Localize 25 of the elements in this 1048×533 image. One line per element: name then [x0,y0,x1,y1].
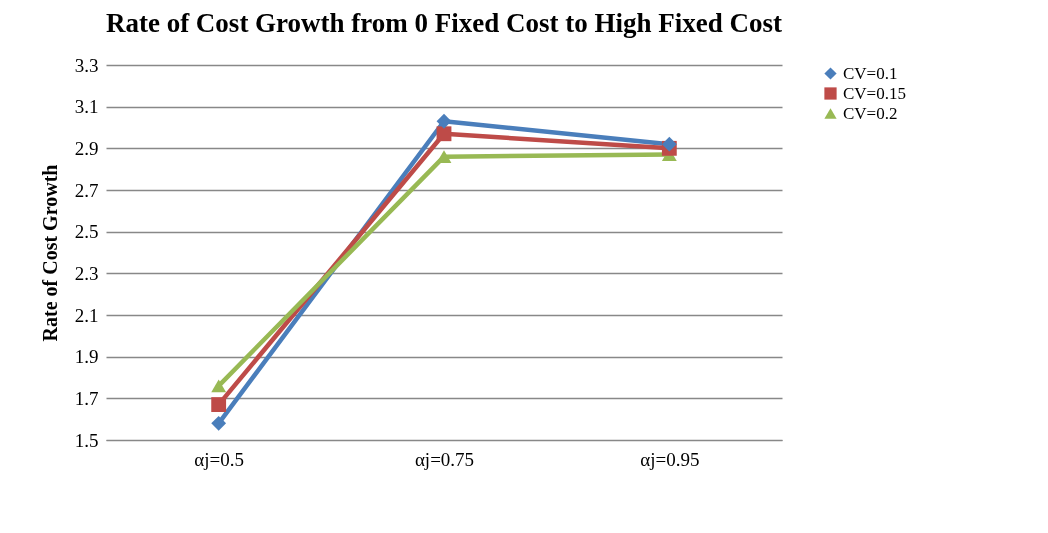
y-tick-label: 2.7 [74,179,99,201]
point [436,126,452,142]
legend-label: CV=0.15 [843,83,906,103]
y-tick-label: 3.1 [74,96,99,118]
point [211,397,227,412]
chart-title: Rate of Cost Growth from 0 Fixed Cost to High Fixed Cost [105,8,783,38]
y-tick-label: 2.3 [74,262,99,284]
point [211,415,227,431]
y-tick-label: 1.5 [74,429,99,451]
legend-label: CV=0.2 [843,103,898,123]
y-tick-label: 2.9 [74,137,99,159]
y-tick-label: 1.9 [74,346,99,368]
legend-label: CV=0.1 [843,63,898,83]
point [211,379,227,393]
x-tick-label: αj=0.5 [194,448,245,470]
x-tick-label: αj=0.95 [640,448,700,470]
x-tick-label: αj=0.75 [414,448,475,470]
y-axis-title: Rate of Cost Growth [38,164,61,342]
y-tick-label: 2.1 [74,304,99,326]
y-tick-label: 3.3 [74,54,99,76]
y-tick-label: 2.5 [74,221,99,243]
point [661,136,677,152]
point [436,113,452,129]
y-tick-label: 1.7 [74,387,99,409]
point [436,150,452,164]
